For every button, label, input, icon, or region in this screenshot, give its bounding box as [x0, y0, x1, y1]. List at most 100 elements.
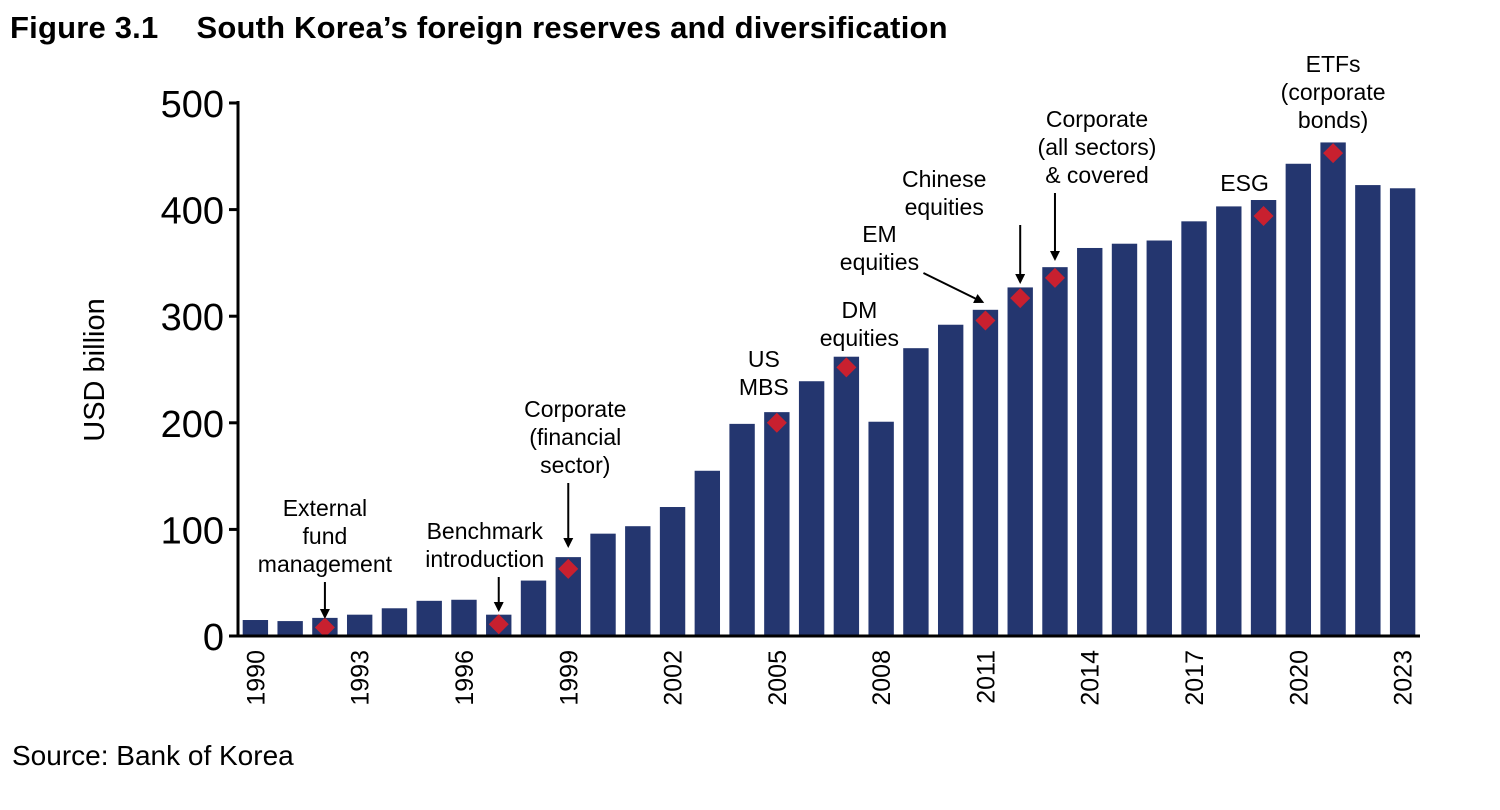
bar-1994	[381, 608, 408, 636]
bar-2013	[1042, 267, 1068, 636]
annotation-1992: External fund management	[258, 495, 393, 577]
diamond-marker-1992	[314, 617, 335, 638]
annotation-line: ESG	[1220, 170, 1269, 196]
bar-2008	[868, 421, 894, 636]
annotation-line: equities	[905, 194, 984, 220]
arrow-2011	[923, 272, 985, 303]
y-tick-label-100: 100	[161, 510, 224, 552]
bar-2006	[798, 381, 825, 636]
figure-title: Figure 3.1 South Korea’s foreign reserves…	[10, 10, 948, 46]
annotation-line: Benchmark	[427, 518, 544, 544]
bar-2003	[694, 470, 721, 636]
annotation-line: equities	[840, 249, 919, 275]
annotation-line: equities	[820, 325, 899, 351]
axes-group: 0 100 200 300 400 500 1990 1993 1996 1999 2002 2005…	[161, 84, 1420, 706]
x-tick-label-1990: 1990	[242, 650, 270, 706]
bar-2012	[1007, 287, 1033, 636]
bar-2022	[1355, 185, 1381, 636]
annotation-line: DM	[841, 297, 877, 323]
annotations-group: External fund management Benchmark introduct…	[258, 51, 1386, 619]
annotation-1997: Benchmark introduction	[425, 518, 544, 572]
annotation-1999: Corporate (financial sector)	[524, 396, 626, 478]
annotation-line: (financial	[529, 424, 621, 450]
bar-2016	[1146, 240, 1172, 636]
x-tick-label-2017: 2017	[1181, 650, 1209, 706]
bar-2021	[1320, 142, 1346, 636]
source-note: Source: Bank of Korea	[12, 740, 294, 771]
bar-1993	[346, 614, 373, 636]
diamond-marker-2011	[975, 310, 996, 331]
annotation-2019: ESG	[1220, 170, 1269, 196]
bar-2011	[972, 309, 999, 636]
x-tick-label-1993: 1993	[347, 650, 375, 706]
annotation-line: fund	[303, 523, 348, 549]
bar-1990	[242, 620, 269, 636]
diamond-marker-2005	[766, 412, 787, 433]
annotation-line: EM	[862, 221, 897, 247]
annotation-line: (corporate	[1281, 79, 1386, 105]
bars-group	[242, 142, 1416, 637]
bar-1996	[451, 599, 477, 636]
annotation-2021: ETFs (corporate bonds)	[1281, 51, 1386, 133]
y-tick-label-200: 200	[161, 404, 224, 446]
annotation-line: ETFs	[1306, 51, 1361, 77]
x-tick-label-1996: 1996	[451, 650, 479, 706]
bar-2005	[764, 412, 790, 636]
annotation-line: introduction	[425, 546, 544, 572]
x-tick-label-2014: 2014	[1077, 650, 1105, 706]
bar-2014	[1077, 247, 1103, 637]
annotation-line: & covered	[1045, 162, 1149, 188]
diamond-marker-2019	[1253, 205, 1274, 226]
x-tick-label-1999: 1999	[555, 650, 583, 706]
markers-group	[314, 143, 1344, 638]
annotation-line: Chinese	[902, 166, 986, 192]
x-tick-label-2020: 2020	[1285, 650, 1313, 706]
bar-2004	[729, 423, 755, 636]
bar-2007	[833, 356, 860, 636]
bar-1998	[520, 580, 547, 636]
annotation-2007: DM equities	[820, 297, 899, 351]
bar-2000	[590, 533, 616, 636]
annotation-2011: EM equities	[840, 221, 919, 275]
y-tick-label-400: 400	[161, 191, 224, 233]
diamond-marker-2007	[836, 357, 857, 378]
annotation-line: bonds)	[1298, 107, 1368, 133]
bar-2017	[1181, 221, 1207, 636]
annotation-line: Corporate	[1046, 106, 1148, 132]
annotation-line: External	[283, 495, 367, 521]
y-tick-label-300: 300	[161, 297, 224, 339]
diamond-marker-2013	[1044, 267, 1065, 288]
bar-2018	[1216, 206, 1242, 636]
diamond-marker-2021	[1323, 143, 1344, 164]
annotation-line: management	[258, 551, 393, 577]
x-tick-label-2008: 2008	[868, 650, 896, 706]
x-tick-label-2011: 2011	[972, 650, 1000, 704]
x-tick-label-2005: 2005	[764, 650, 792, 706]
bar-1991	[277, 621, 303, 636]
bar-2019	[1250, 200, 1277, 636]
annotation-2012: Chinese equities	[902, 166, 986, 220]
bar-2020	[1285, 163, 1312, 636]
bar-2001	[625, 526, 651, 636]
annotation-line: (all sectors)	[1038, 134, 1157, 160]
x-tick-label-2002: 2002	[660, 650, 688, 706]
annotation-2013: Corporate (all sectors) & covered	[1038, 106, 1157, 188]
x-tick-label-2023: 2023	[1390, 650, 1418, 706]
annotation-line: MBS	[739, 374, 789, 400]
bar-1995	[416, 600, 442, 636]
bar-2015	[1111, 243, 1138, 636]
bar-2002	[659, 507, 686, 636]
figure-number: Figure 3.1	[10, 10, 159, 45]
y-tick-label-500: 500	[161, 84, 224, 126]
diamond-marker-2012	[1010, 288, 1031, 309]
annotation-2005: US MBS	[739, 346, 789, 400]
figure-title-text: South Korea’s foreign reserves and diver…	[196, 10, 948, 45]
diamond-marker-1999	[558, 558, 579, 579]
diamond-marker-1997	[488, 614, 509, 635]
bar-2010	[937, 324, 964, 636]
annotation-line: Corporate	[524, 396, 626, 422]
annotation-line: sector)	[540, 452, 610, 478]
y-axis-label: USD billion	[79, 298, 111, 441]
y-tick-label-0: 0	[203, 617, 224, 659]
